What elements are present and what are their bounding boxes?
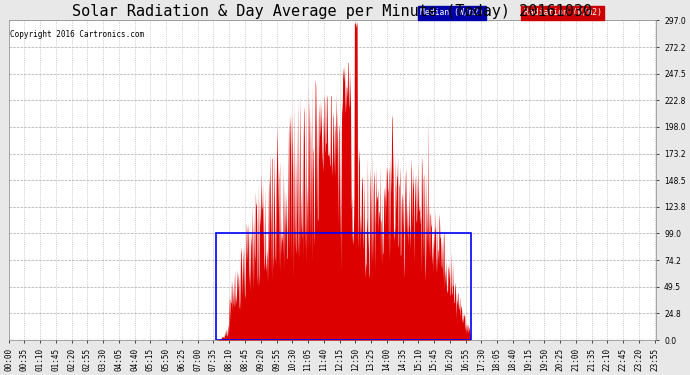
Bar <box>216 234 471 340</box>
Text: Copyright 2016 Cartronics.com: Copyright 2016 Cartronics.com <box>10 30 144 39</box>
Text: Median (W/m2): Median (W/m2) <box>420 8 484 17</box>
Text: Radiation (W/m2): Radiation (W/m2) <box>524 8 602 17</box>
Title: Solar Radiation & Day Average per Minute (Today) 20161030: Solar Radiation & Day Average per Minute… <box>72 4 593 19</box>
